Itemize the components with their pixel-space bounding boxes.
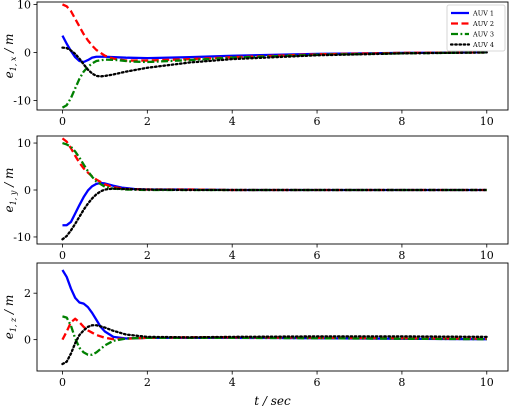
series-line-4 xyxy=(61,324,488,366)
series-line-2 xyxy=(61,137,487,192)
axes-frame xyxy=(36,262,509,372)
legend-label-3: AUV 3 xyxy=(472,31,494,39)
y-axis-label: e1, x / m xyxy=(2,34,18,79)
x-tick-label: 10 xyxy=(480,249,494,262)
series-line-4 xyxy=(61,46,488,78)
x-tick-label: 10 xyxy=(480,376,494,389)
y-tick-label: 0 xyxy=(24,184,31,197)
series-line-1 xyxy=(61,35,487,64)
series-group xyxy=(61,3,488,109)
x-tick-label: 4 xyxy=(229,115,236,128)
x-tick-label: 8 xyxy=(398,376,405,389)
x-tick-label: 2 xyxy=(144,249,151,262)
x-tick-label: 2 xyxy=(144,376,151,389)
series-line-3 xyxy=(61,51,487,109)
series-group xyxy=(61,269,488,366)
y-axis-label: e1, z / m xyxy=(2,295,18,340)
x-tick-label: 10 xyxy=(480,115,494,128)
y-tick-label: 0 xyxy=(24,334,31,347)
x-tick-label: 8 xyxy=(398,249,405,262)
y-tick-label: 10 xyxy=(17,0,31,11)
x-tick-label: 4 xyxy=(229,249,236,262)
series-group xyxy=(61,137,488,241)
subplot-3: 0 2 4 6 8 10 0 2 e1, z / m t / sec xyxy=(2,262,509,408)
y-tick-label: -10 xyxy=(13,94,31,107)
legend-label-2: AUV 2 xyxy=(472,20,494,28)
series-line-4 xyxy=(61,187,488,241)
axes-frame xyxy=(36,1,509,111)
legend-label-4: AUV 4 xyxy=(472,41,494,49)
legend-box xyxy=(446,4,506,52)
x-tick-label: 6 xyxy=(314,376,321,389)
series-line-3 xyxy=(62,315,487,356)
subplot-2: 0 2 4 6 8 10 -10 0 10 e1, y / m xyxy=(2,135,509,262)
y-tick-label: 0 xyxy=(24,46,31,59)
x-tick-label: 0 xyxy=(59,249,66,262)
y-axis-label: e1, y / m xyxy=(2,168,18,213)
x-tick-label: 6 xyxy=(314,115,321,128)
legend-label-1: AUV 1 xyxy=(472,10,494,18)
x-tick-label: 0 xyxy=(59,376,66,389)
x-tick-label: 6 xyxy=(314,249,321,262)
x-tick-label: 2 xyxy=(144,115,151,128)
x-tick-label: 0 xyxy=(59,115,66,128)
x-tick-label: 4 xyxy=(229,376,236,389)
series-line-1 xyxy=(61,269,487,341)
x-tick-label: 8 xyxy=(398,115,405,128)
y-tick-label: 10 xyxy=(17,137,31,150)
x-axis-label: t / sec xyxy=(254,394,291,408)
series-line-3 xyxy=(62,141,487,192)
y-tick-label: -10 xyxy=(13,231,31,244)
legend: AUV 1 AUV 2 AUV 3 AUV 4 xyxy=(446,4,506,52)
y-tick-label: 2 xyxy=(24,287,31,300)
